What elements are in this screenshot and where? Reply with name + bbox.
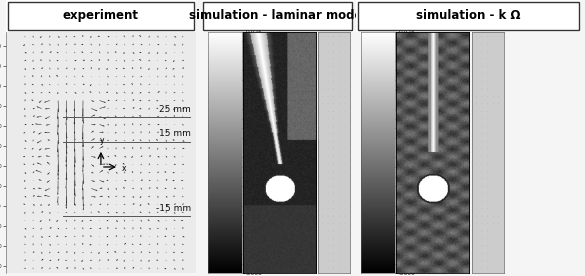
FancyBboxPatch shape — [358, 2, 579, 30]
Text: experiment: experiment — [63, 9, 139, 22]
Text: -15 mm: -15 mm — [156, 204, 191, 213]
Text: 25 mm: 25 mm — [160, 105, 191, 114]
Text: y: y — [99, 136, 104, 145]
FancyBboxPatch shape — [8, 2, 194, 30]
Text: 15 mm: 15 mm — [159, 129, 191, 138]
Text: simulation - k Ω: simulation - k Ω — [416, 9, 521, 22]
Text: x: x — [122, 164, 126, 173]
Text: simulation - laminar model: simulation - laminar model — [189, 9, 367, 22]
FancyBboxPatch shape — [204, 2, 352, 30]
